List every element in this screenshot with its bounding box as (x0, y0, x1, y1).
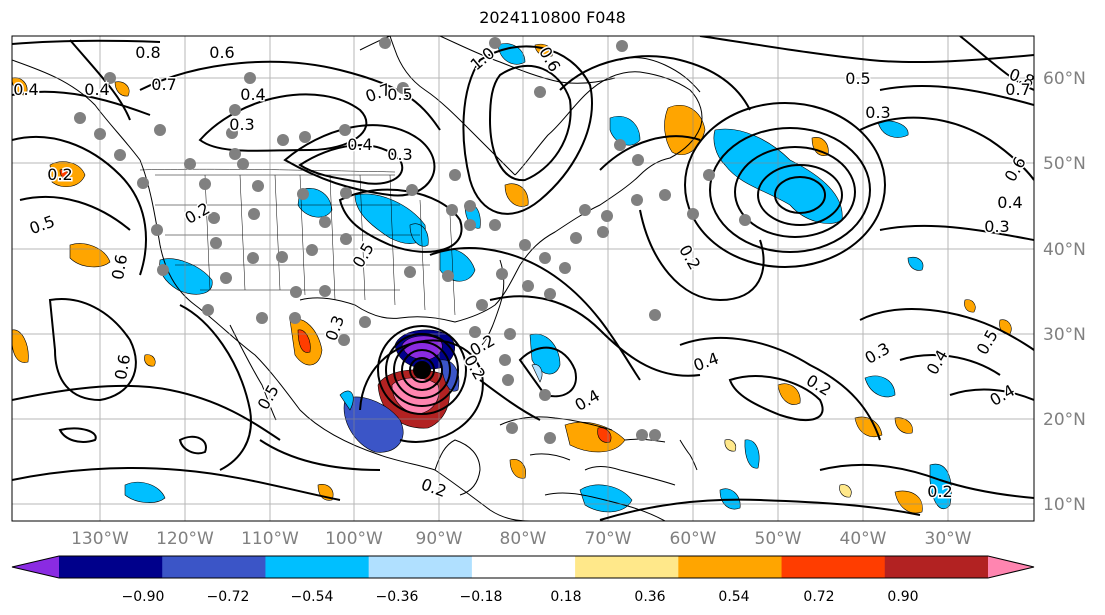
colorbar (11, 555, 1035, 579)
contour-label: 0.5 (387, 85, 412, 104)
colorbar-segment (781, 556, 886, 578)
colorbar-tick-label: 0.72 (803, 589, 834, 605)
contour-label: 0.8 (135, 43, 160, 62)
contour-label: 0.3 (387, 145, 412, 164)
colorbar-segment (265, 556, 370, 578)
colorbar-segment (575, 556, 679, 578)
lon-label: 120°W (156, 529, 214, 549)
lon-label: 130°W (71, 529, 129, 549)
longitude-axis: 130°W 120°W 110°W 100°W 90°W 80°W 70°W 6… (71, 529, 972, 549)
colorbar-segment (368, 556, 473, 578)
contour-label: 0.6 (111, 353, 134, 381)
gridlines (12, 36, 1034, 521)
contour-label: 0.4 (347, 135, 372, 154)
lon-label: 100°W (325, 529, 383, 549)
contour-label: 0.7 (1005, 80, 1030, 99)
state-borders (139, 168, 456, 316)
contour-label: 0.3 (984, 217, 1009, 236)
lon-label: 80°W (500, 529, 547, 549)
contour-label-group: 0.8 0.60.4 0.70.4 0.50.31.0 0.60.70.30.40.50… (12, 42, 1039, 503)
colorbar-segment (678, 556, 783, 578)
colorbar-tick-label: 0.90 (887, 589, 918, 605)
colorbar-tick-label: 0.54 (718, 589, 749, 605)
colorbar-tick-label: −0.72 (207, 589, 250, 605)
colorbar-segment (884, 556, 989, 578)
contour-label: 0.3 (865, 103, 890, 122)
contour-label: 0.6 (209, 43, 234, 62)
lat-label: 40°N (1043, 240, 1086, 260)
shaded-anomaly-fields (12, 43, 1012, 514)
colorbar-segment (59, 556, 163, 578)
colorbar-segment (471, 556, 576, 578)
lat-label: 60°N (1043, 69, 1086, 89)
colorbar-segment (162, 556, 266, 578)
lon-label: 60°W (670, 529, 717, 549)
contour-label: 0.2 (927, 482, 952, 501)
latitude-axis: 60°N 50°N 40°N 30°N 20°N 10°N (1043, 69, 1086, 515)
lat-label: 50°N (1043, 154, 1086, 174)
lat-label: 10°N (1043, 495, 1086, 515)
contour-label: 0.4 (13, 80, 38, 99)
contour-label: 0.2 (47, 165, 72, 184)
colorbar-tick-label: −0.18 (460, 589, 503, 605)
lon-label: 90°W (416, 529, 463, 549)
contour-label: 0.4 (84, 80, 109, 99)
contour-label: 0.6 (108, 253, 131, 281)
lon-label: 50°W (755, 529, 802, 549)
station-markers (74, 37, 751, 444)
colorbar-tick-labels: −0.90 −0.72 −0.54 −0.36 −0.18 0.18 0.36 … (122, 589, 919, 605)
contour-lines (12, 36, 1034, 521)
contour-label: 0.3 (229, 115, 254, 134)
colorbar-tick-label: −0.54 (291, 589, 334, 605)
coastlines (12, 36, 703, 521)
map-panel (12, 36, 1034, 521)
colorbar-outline (11, 555, 1035, 579)
lon-label: 40°W (840, 529, 887, 549)
colorbar-tick-label: −0.90 (122, 589, 165, 605)
colorbar-tick-label: 0.18 (550, 589, 581, 605)
colorbar-extend-high (988, 556, 1034, 578)
lat-label: 20°N (1043, 410, 1086, 430)
contour-label: 0.4 (240, 85, 265, 104)
map-title: 2024110800 F048 (479, 8, 626, 27)
lon-label: 70°W (585, 529, 632, 549)
lat-label: 30°N (1043, 325, 1086, 345)
lon-label: 30°W (925, 529, 972, 549)
contour-label: 0.5 (845, 69, 870, 88)
colorbar-tick-label: 0.36 (634, 589, 665, 605)
lon-label: 110°W (241, 529, 299, 549)
storm-center-marker (413, 361, 431, 379)
map-frame (11, 35, 1035, 522)
colorbar-extend-low (12, 556, 59, 578)
colorbar-tick-label: −0.36 (376, 589, 419, 605)
contour-label: 0.4 (997, 193, 1022, 212)
contour-label: 0.7 (151, 75, 176, 94)
